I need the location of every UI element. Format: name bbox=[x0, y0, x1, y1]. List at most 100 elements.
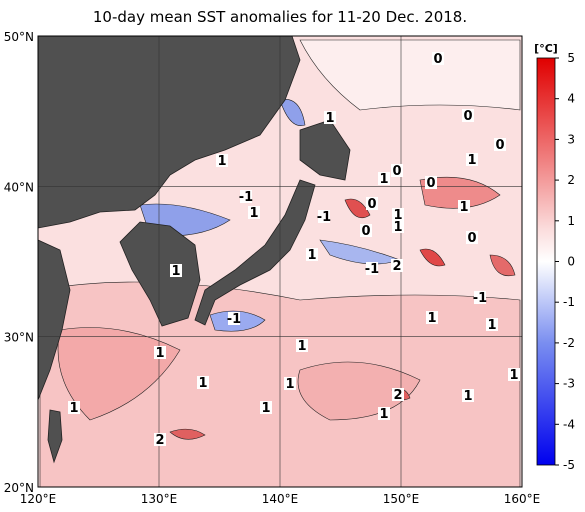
contour-label: 1 bbox=[509, 368, 518, 383]
map bbox=[38, 36, 522, 487]
colorbar-tick-label: -5 bbox=[563, 458, 575, 472]
contour-label: -1 bbox=[365, 262, 379, 277]
contour-label-bg bbox=[240, 190, 252, 203]
contour-label-bg bbox=[466, 153, 478, 166]
contour-label-bg bbox=[216, 154, 228, 167]
contour-label: 2 bbox=[392, 259, 401, 274]
colorbar-tick-label: 4 bbox=[567, 92, 575, 106]
lon-label: 150°E bbox=[383, 492, 420, 506]
contour-label-bg bbox=[366, 197, 378, 210]
contour-label: 0 bbox=[392, 164, 401, 179]
contour-label: -1 bbox=[227, 312, 241, 327]
lon-label: 140°E bbox=[262, 492, 299, 506]
colorbar bbox=[536, 57, 556, 466]
contour-label-bg bbox=[378, 172, 390, 185]
contour-label-bg bbox=[466, 231, 478, 244]
contour-label-bg bbox=[154, 346, 166, 359]
contour-label-bg bbox=[318, 210, 330, 223]
colorbar-unit: [°C] bbox=[534, 42, 558, 55]
contour-label-bg bbox=[474, 291, 486, 304]
contour-label: 1 bbox=[459, 200, 468, 215]
contour-label: -1 bbox=[317, 210, 331, 225]
contour-label: 0 bbox=[467, 231, 476, 246]
colorbar-tick-label: 3 bbox=[567, 132, 575, 146]
contour-label-bg bbox=[324, 111, 336, 124]
lon-label: 160°E bbox=[504, 492, 541, 506]
title: 10-day mean SST anomalies for 11-20 Dec.… bbox=[93, 8, 467, 26]
lat-label: 30°N bbox=[4, 331, 34, 345]
lon-label: 120°E bbox=[20, 492, 57, 506]
contour-label: 1 bbox=[249, 206, 258, 221]
contour-label-bg bbox=[486, 318, 498, 331]
lat-label: 40°N bbox=[4, 180, 34, 194]
contour-label: 1 bbox=[427, 311, 436, 326]
lat-label: 20°N bbox=[4, 481, 34, 495]
contour-label-bg bbox=[432, 52, 444, 65]
contour-label: 1 bbox=[297, 339, 306, 354]
contour-label: 1 bbox=[463, 389, 472, 404]
contour-label-bg bbox=[494, 138, 506, 151]
contour-label-bg bbox=[296, 339, 308, 352]
contour-label-bg bbox=[378, 407, 390, 420]
contour-label-bg bbox=[508, 368, 520, 381]
contour-label-bg bbox=[248, 206, 260, 219]
contour-label-bg bbox=[392, 208, 404, 221]
contour-label-bg bbox=[462, 109, 474, 122]
contour-label-bg bbox=[284, 377, 296, 390]
contour-label: -1 bbox=[239, 190, 253, 205]
map-frame bbox=[37, 35, 523, 488]
contour-label: 1 bbox=[393, 220, 402, 235]
contour-label: 1 bbox=[325, 111, 334, 126]
contour-label: 1 bbox=[171, 264, 180, 279]
contour-label: 2 bbox=[155, 433, 164, 448]
colorbar-tick-label: 0 bbox=[567, 255, 575, 269]
contour-label-bg bbox=[392, 220, 404, 233]
lon-label: 130°E bbox=[141, 492, 178, 506]
contour-label: 2 bbox=[393, 388, 402, 403]
contour-label-bg bbox=[154, 433, 166, 446]
contour-label-bg bbox=[391, 259, 403, 272]
contour-label: 1 bbox=[487, 318, 496, 333]
contour-label-bg bbox=[170, 264, 182, 277]
contour-label: 0 bbox=[361, 224, 370, 239]
contour-label-bg bbox=[392, 388, 404, 401]
contour-label: 1 bbox=[217, 154, 226, 169]
contour-label-bg bbox=[68, 401, 80, 414]
colorbar-tick-label: -3 bbox=[563, 377, 575, 391]
contour-label-bg bbox=[228, 312, 240, 325]
contour-label: -1 bbox=[473, 291, 487, 306]
colorbar-tick-label: 1 bbox=[567, 214, 575, 228]
contour-label-bg bbox=[458, 200, 470, 213]
contour-label: 1 bbox=[379, 172, 388, 187]
contour-label: 0 bbox=[463, 109, 472, 124]
contour-label: 0 bbox=[426, 176, 435, 191]
lat-label: 50°N bbox=[4, 30, 34, 44]
colorbar-tick-label: -2 bbox=[563, 336, 575, 350]
contour-label: 1 bbox=[379, 407, 388, 422]
contour-label: 1 bbox=[155, 346, 164, 361]
contour-label: 0 bbox=[367, 197, 376, 212]
contour-label-bg bbox=[462, 389, 474, 402]
contour-label: 1 bbox=[307, 248, 316, 263]
contour-label-bg bbox=[426, 311, 438, 324]
contour-label-bg bbox=[391, 164, 403, 177]
contour-label: 0 bbox=[433, 52, 442, 67]
contour-label: 1 bbox=[69, 401, 78, 416]
contour-label: 1 bbox=[467, 153, 476, 168]
contour-label-bg bbox=[425, 176, 437, 189]
contour-label-bg bbox=[197, 376, 209, 389]
contour-label-bg bbox=[366, 262, 378, 275]
contour-label: 1 bbox=[198, 376, 207, 391]
contour-label-bg bbox=[306, 248, 318, 261]
colorbar-tick-label: -4 bbox=[563, 417, 575, 431]
contour-label-bg bbox=[360, 224, 372, 237]
land bbox=[38, 36, 351, 464]
colorbar-tick-label: -1 bbox=[563, 295, 575, 309]
contour-label: 0 bbox=[495, 138, 504, 153]
colorbar-tick-label: 5 bbox=[567, 51, 575, 65]
contour-label-bg bbox=[260, 401, 272, 414]
colorbar-tick-label: 2 bbox=[567, 173, 575, 187]
contour-label: 1 bbox=[285, 377, 294, 392]
contour-label: 1 bbox=[393, 208, 402, 223]
